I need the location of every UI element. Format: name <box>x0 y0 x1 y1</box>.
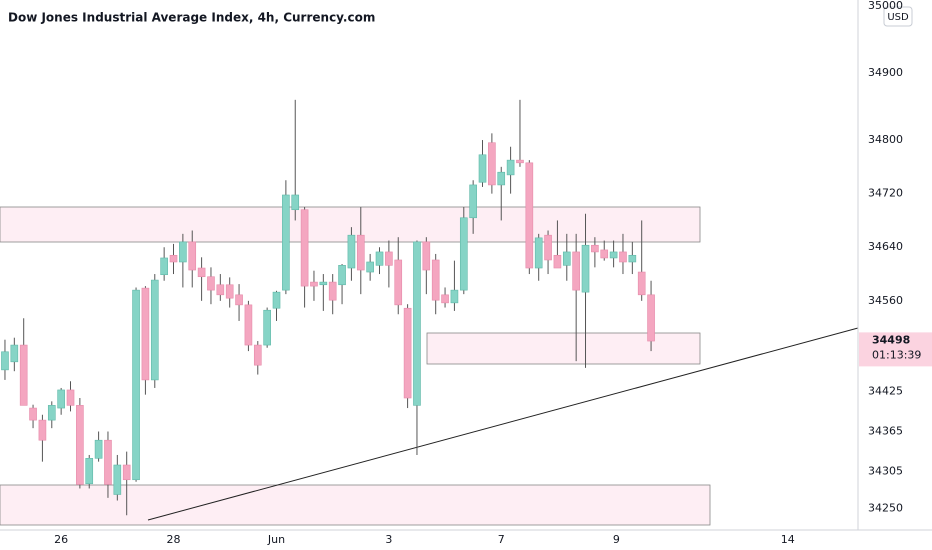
y-tick-label: 34305 <box>868 465 903 478</box>
candle-body <box>66 389 75 406</box>
candle-body <box>207 276 215 291</box>
currency-badge[interactable] <box>883 6 913 27</box>
y-tick-label: 34560 <box>868 294 903 307</box>
candle-body <box>282 194 290 291</box>
candle-body <box>347 234 356 269</box>
candle-body <box>488 142 496 186</box>
candle-body <box>122 464 131 481</box>
candle-body <box>319 281 328 286</box>
candle-body <box>310 281 318 287</box>
candle-body <box>29 407 37 421</box>
candle-body <box>1 351 9 371</box>
last-price-box <box>859 332 932 367</box>
x-tick-label: 26 <box>54 533 68 546</box>
candles <box>1 99 655 516</box>
candle-body <box>450 289 459 304</box>
x-tick-label: 3 <box>385 533 392 546</box>
candle-body <box>113 464 122 495</box>
candle-body <box>366 261 374 273</box>
last-price-label: 34498 <box>872 333 910 346</box>
zone <box>426 332 701 365</box>
candle-body <box>356 234 365 271</box>
candle-body <box>478 154 487 183</box>
trend-line <box>147 327 859 521</box>
candle-body <box>19 344 28 406</box>
candle-body <box>141 287 150 381</box>
candle-body <box>619 251 627 263</box>
candle-body <box>637 271 646 296</box>
candle-body <box>104 439 112 485</box>
candle-body <box>628 254 637 263</box>
candle-body <box>385 251 393 266</box>
candle-body <box>338 265 346 286</box>
chart-title: Dow Jones Industrial Average Index, 4h, … <box>8 11 375 25</box>
candle-body <box>160 257 168 276</box>
candle-body <box>253 344 262 366</box>
candle-body <box>544 234 552 261</box>
candle-body <box>150 279 159 381</box>
y-tick-label: 34425 <box>868 384 903 397</box>
candle-body <box>10 344 19 363</box>
countdown-label: 01:13:39 <box>872 348 921 361</box>
candle-body <box>413 241 421 406</box>
candle-body <box>272 291 281 309</box>
candle-body <box>562 251 571 266</box>
candle-body <box>244 304 253 346</box>
candle-body <box>76 405 84 485</box>
candle-body <box>225 284 234 299</box>
candle-body <box>609 251 618 259</box>
x-tick-label: Jun <box>267 533 285 546</box>
candle-body <box>431 259 440 301</box>
candle-body <box>263 309 271 346</box>
candle-body <box>94 439 103 459</box>
candle-body <box>600 249 609 259</box>
candle-body <box>525 162 534 269</box>
candle-body <box>47 405 56 421</box>
candle-body <box>291 194 300 211</box>
candle-body <box>553 254 562 269</box>
candle-body <box>188 241 197 271</box>
y-tick-label: 34800 <box>868 133 903 146</box>
y-tick-label: 34365 <box>868 425 903 438</box>
candle-body <box>216 284 225 296</box>
candle-body <box>403 307 412 399</box>
y-tick-label: 34250 <box>868 502 903 515</box>
candle-body <box>572 251 580 291</box>
candle-body <box>394 259 403 306</box>
candle-body <box>459 217 468 291</box>
candle-body <box>647 294 655 342</box>
candle-body <box>534 237 543 269</box>
candle-body <box>422 241 431 271</box>
candle-body <box>591 244 599 253</box>
candle-body <box>38 419 47 441</box>
x-tick-label: 28 <box>167 533 181 546</box>
candle-body <box>169 254 178 263</box>
x-tick-label: 14 <box>781 533 795 546</box>
y-tick-label: 35000 <box>868 0 903 12</box>
candle-body <box>300 209 309 287</box>
candle-body <box>581 244 590 293</box>
candle-body <box>328 281 337 301</box>
candle-body <box>497 171 506 186</box>
candle-body <box>516 159 524 164</box>
x-tick-label: 7 <box>498 533 505 546</box>
y-tick-label: 34640 <box>868 240 903 253</box>
candle-body <box>57 389 65 409</box>
zone <box>0 484 711 526</box>
candle-body <box>85 458 94 485</box>
x-tick-label: 9 <box>613 533 620 546</box>
y-tick-label: 34900 <box>868 66 903 79</box>
candle-body <box>375 251 384 266</box>
currency-label: USD <box>887 12 909 23</box>
candle-body <box>235 294 243 306</box>
candle-body <box>469 184 477 219</box>
candle-body <box>441 294 449 304</box>
candle-body <box>197 267 206 278</box>
y-tick-label: 34720 <box>868 187 903 200</box>
candle-body <box>506 159 515 176</box>
candle-body <box>179 241 187 263</box>
candle-body <box>132 289 140 481</box>
